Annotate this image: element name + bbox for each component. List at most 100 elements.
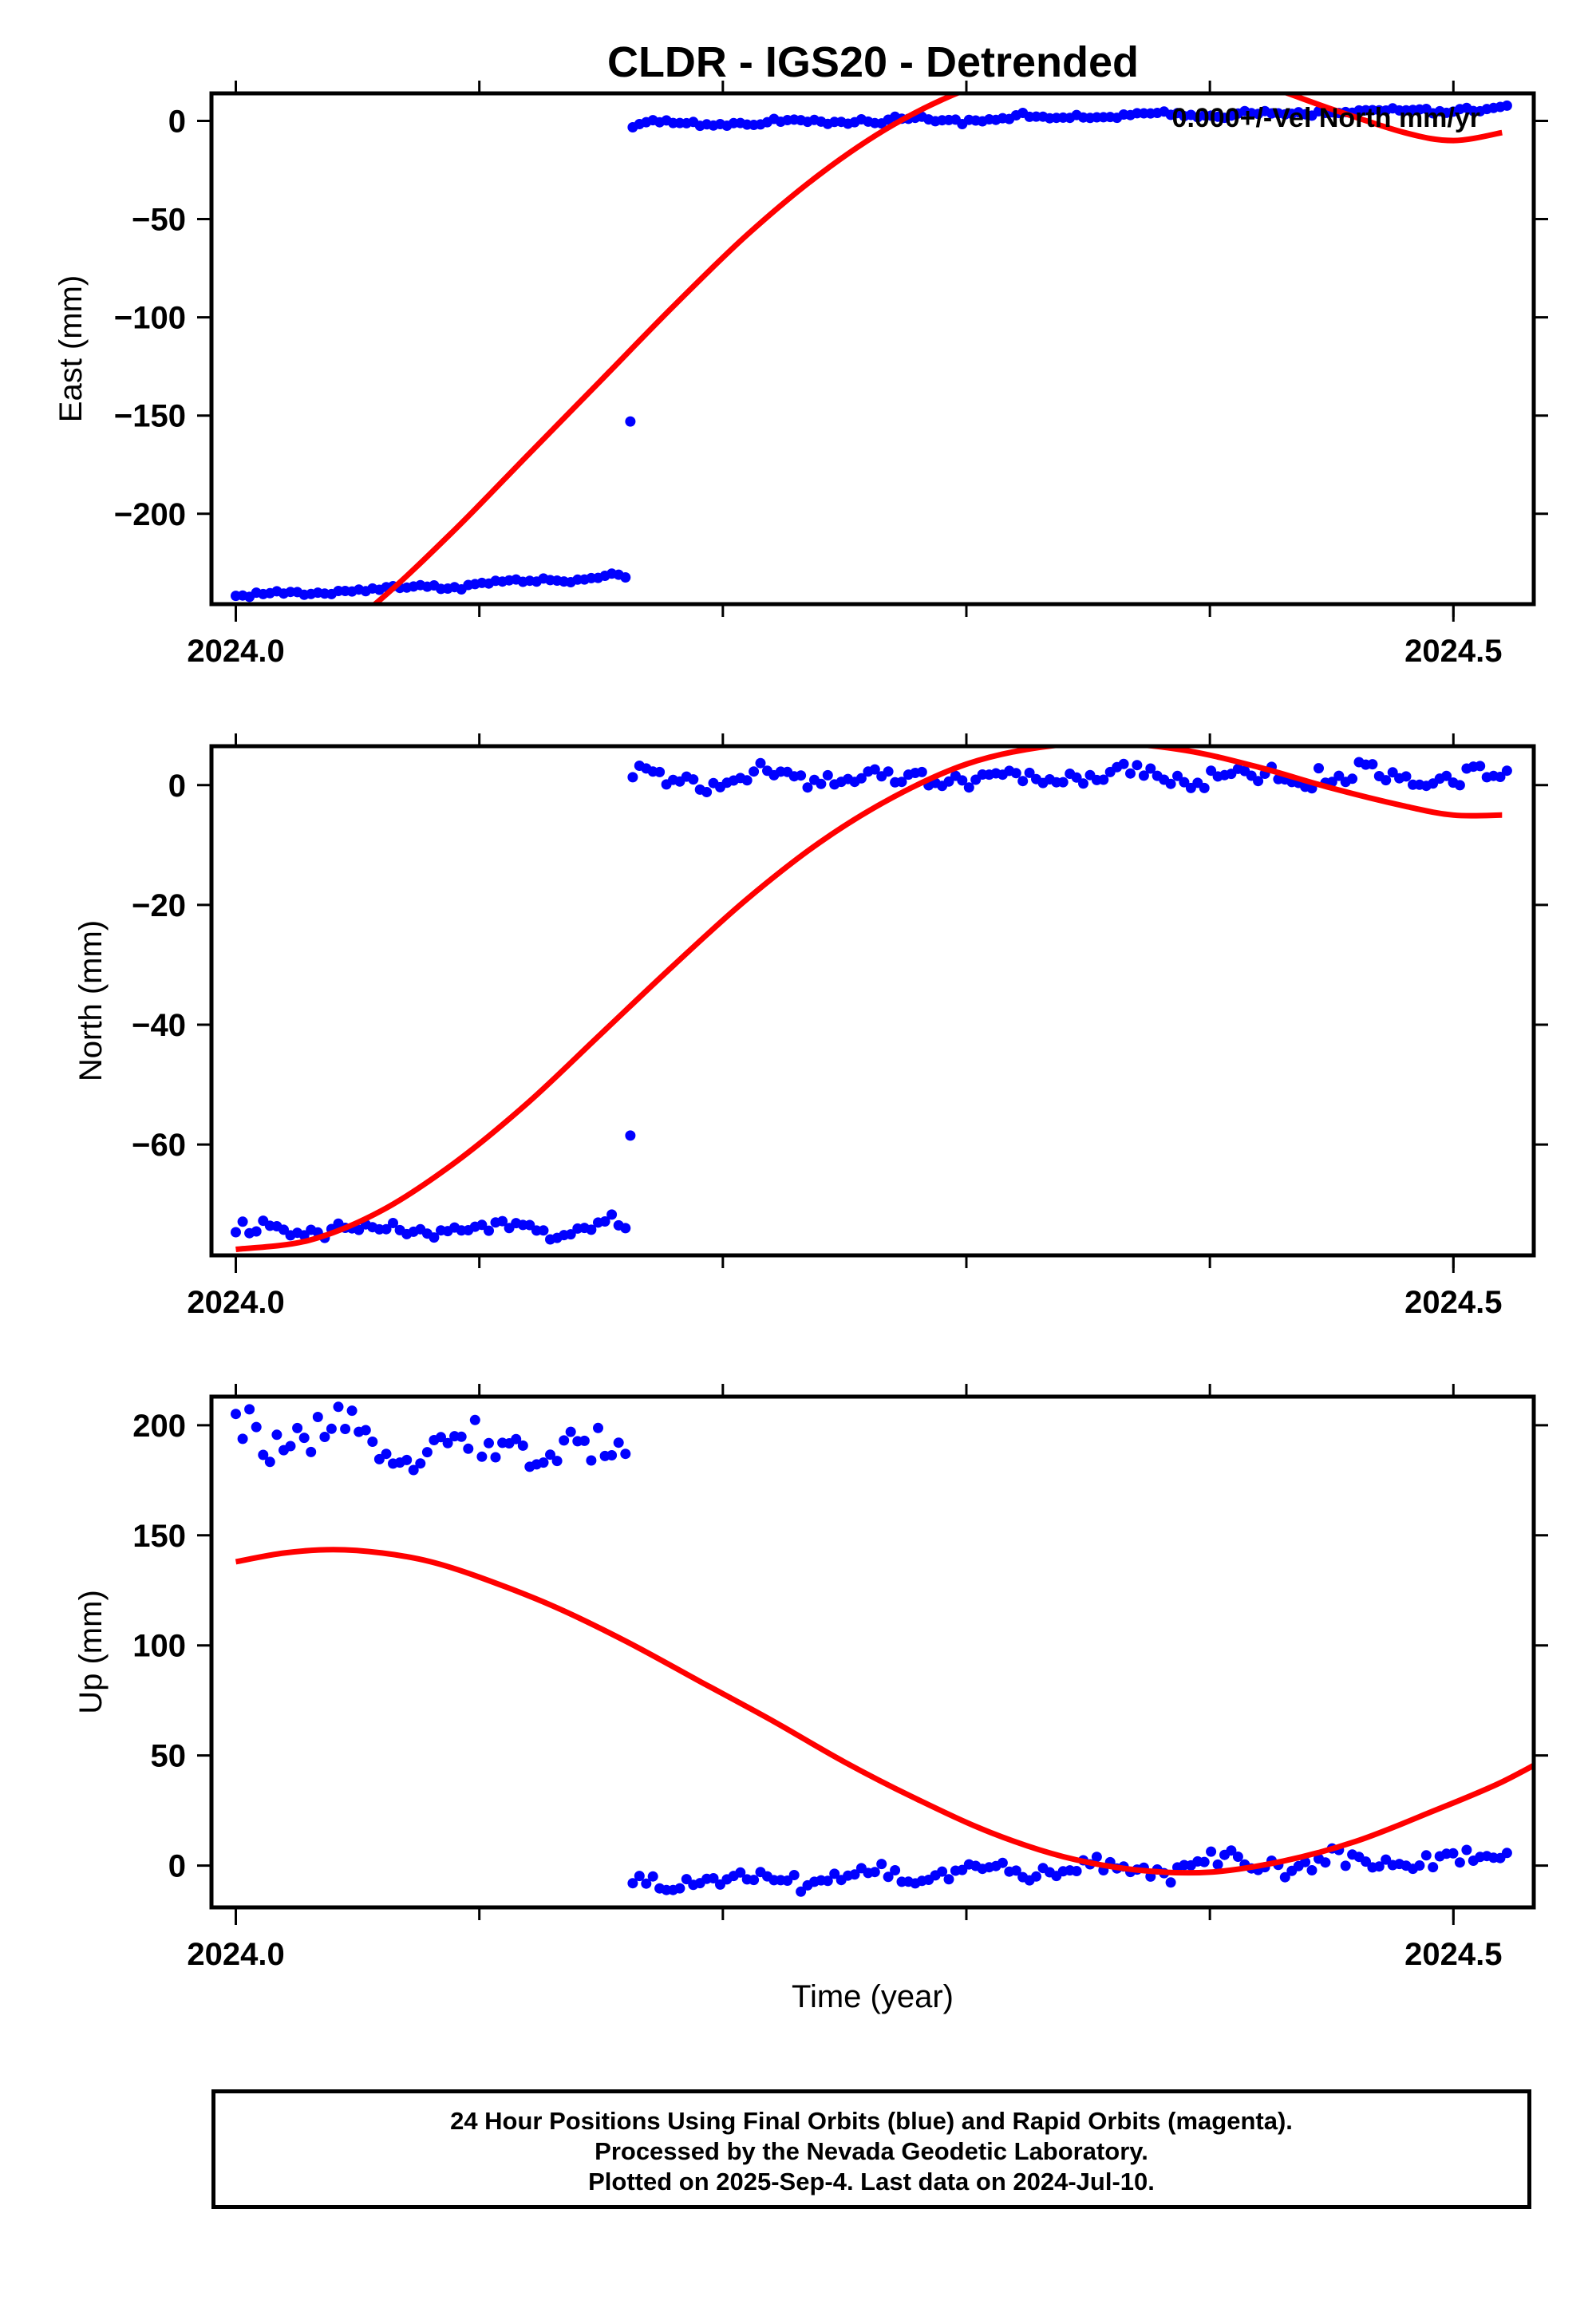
data-point xyxy=(1381,775,1392,786)
y-tick-label: −200 xyxy=(114,497,186,532)
x-tick-label: 2024.0 xyxy=(187,1285,284,1320)
data-point xyxy=(333,1401,344,1413)
data-point xyxy=(237,1216,248,1227)
data-point xyxy=(484,1225,494,1236)
data-point xyxy=(741,775,753,786)
data-point xyxy=(476,1451,488,1462)
y-tick-label: −40 xyxy=(132,1008,186,1043)
data-point xyxy=(613,1437,624,1448)
panel-1: 2024.0 2024.5 0 −50 −100 −150 −200 East (mm) 0.0… xyxy=(53,81,1548,669)
data-point xyxy=(565,1229,576,1240)
data-point xyxy=(1400,771,1412,782)
data-point xyxy=(1333,770,1345,781)
data-point xyxy=(565,1426,576,1437)
data-point xyxy=(1414,1860,1425,1871)
data-point xyxy=(1071,1866,1082,1876)
data-point xyxy=(1475,761,1486,772)
data-point xyxy=(476,1219,488,1231)
data-point xyxy=(620,572,631,583)
data-point xyxy=(1253,776,1264,787)
data-point xyxy=(606,1209,618,1220)
model-curve xyxy=(370,93,1503,604)
data-point xyxy=(1501,765,1512,777)
y-tick-label: 50 xyxy=(151,1739,187,1774)
data-point xyxy=(1373,1861,1385,1872)
data-point xyxy=(1428,1862,1439,1873)
footer-line-2: Processed by the Nevada Geodetic Laborat… xyxy=(595,2137,1148,2165)
y-tick-label: 100 xyxy=(132,1629,186,1664)
data-point xyxy=(1098,774,1109,785)
data-point xyxy=(401,1454,413,1465)
data-point xyxy=(1199,782,1210,793)
data-point xyxy=(1279,1871,1290,1883)
data-point xyxy=(408,1464,419,1476)
data-point xyxy=(251,1226,262,1237)
data-point xyxy=(285,1441,296,1452)
data-point xyxy=(586,1224,597,1235)
data-point xyxy=(346,1405,358,1417)
data-point xyxy=(869,764,880,775)
data-point xyxy=(1314,763,1324,774)
data-point xyxy=(822,1875,833,1887)
data-point xyxy=(963,782,974,793)
plot-area xyxy=(231,93,1512,604)
data-point xyxy=(599,1216,610,1227)
data-point xyxy=(538,1457,549,1468)
x-tick-label: 2024.0 xyxy=(187,1937,284,1972)
plot-frame xyxy=(209,1394,1536,1910)
model-curve xyxy=(235,746,1503,1252)
data-point xyxy=(1078,778,1088,789)
data-point xyxy=(1347,773,1358,785)
data-point xyxy=(749,766,760,777)
data-point xyxy=(1165,1877,1176,1888)
data-point xyxy=(469,1414,480,1425)
data-point xyxy=(876,1859,887,1870)
data-point xyxy=(620,1223,631,1234)
data-point xyxy=(360,1425,371,1436)
data-point xyxy=(788,1870,800,1880)
y-tick-label: −20 xyxy=(132,888,186,923)
data-point xyxy=(1010,768,1021,779)
y-tick-label: −60 xyxy=(132,1128,186,1163)
data-point xyxy=(620,1448,631,1460)
data-point xyxy=(1454,1857,1465,1868)
data-point xyxy=(1320,1857,1331,1868)
data-point xyxy=(1057,777,1069,788)
data-point xyxy=(1326,777,1337,788)
panel-3: 2024.0 2024.5 200 150 100 50 0 Up (mm) Time (yea… xyxy=(73,1384,1548,2014)
data-point xyxy=(258,1449,269,1460)
data-point xyxy=(625,1130,636,1141)
data-point xyxy=(367,1437,378,1447)
footer-box: 24 Hour Positions Using Final Orbits (bl… xyxy=(211,2089,1531,2209)
data-point xyxy=(1206,1846,1217,1857)
data-point xyxy=(890,1865,901,1875)
data-point xyxy=(1031,1871,1041,1882)
data-point xyxy=(312,1412,323,1422)
y-tick-label: 200 xyxy=(132,1409,186,1444)
data-point xyxy=(1172,770,1183,781)
y-axis-label: Up (mm) xyxy=(73,1590,109,1714)
data-point xyxy=(511,1433,522,1445)
data-point xyxy=(627,1878,638,1889)
y-axis-label: North (mm) xyxy=(73,920,109,1081)
data-point xyxy=(1010,1865,1021,1876)
x-tick-label: 2024.5 xyxy=(1404,1937,1502,1972)
data-point xyxy=(1501,100,1512,111)
data-point xyxy=(231,1227,241,1238)
data-point xyxy=(1461,1844,1472,1856)
data-point xyxy=(829,1868,840,1879)
data-point xyxy=(1138,770,1149,781)
data-point xyxy=(654,766,666,777)
plot-frame xyxy=(209,91,1536,607)
data-point xyxy=(1232,1852,1243,1862)
data-point xyxy=(551,1456,563,1467)
data-point xyxy=(735,1867,746,1878)
data-point xyxy=(456,1431,467,1442)
data-point xyxy=(625,416,636,427)
y-tick-label: 0 xyxy=(168,1849,186,1884)
model-curve xyxy=(235,1547,1534,1876)
panel-2: 2024.0 2024.5 0 −20 −40 −60 North (mm) xyxy=(73,733,1548,1320)
y-tick-label: 0 xyxy=(168,769,186,804)
data-point xyxy=(1145,763,1156,774)
data-point xyxy=(545,1449,555,1460)
